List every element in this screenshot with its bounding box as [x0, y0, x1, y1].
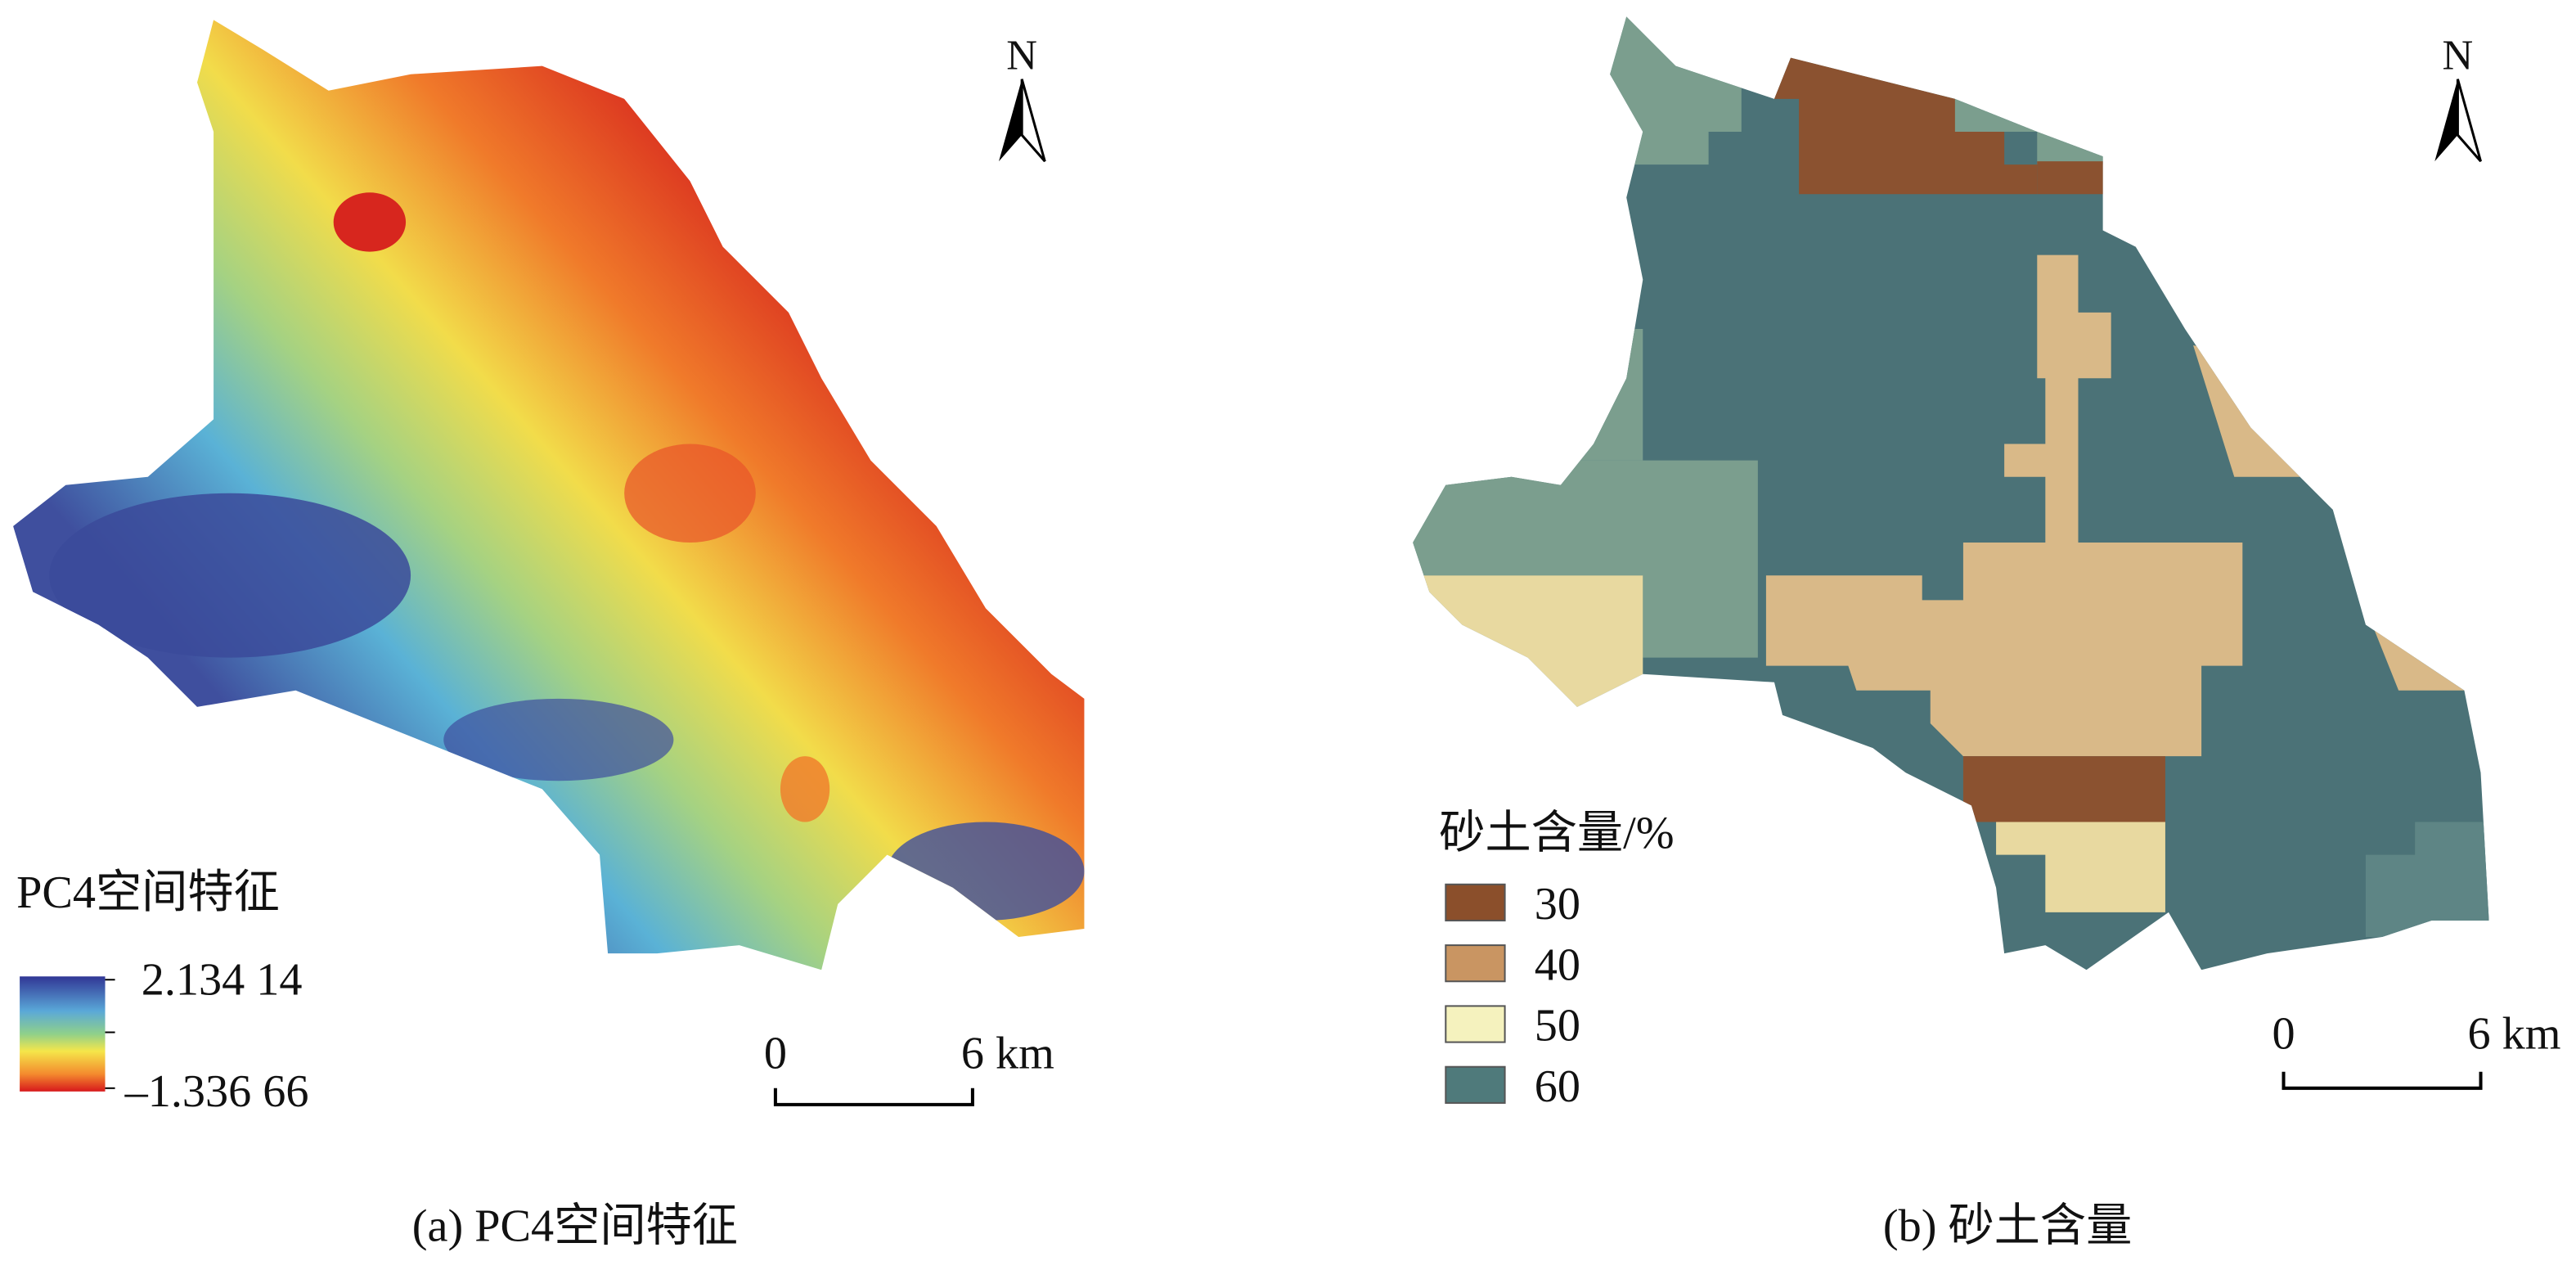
legend-high: 2.134 14 — [142, 954, 303, 1005]
north-label: N — [1006, 32, 1037, 79]
scale-start: 0 — [764, 1029, 787, 1079]
north-label: N — [2443, 32, 2474, 79]
legend-label: 40 — [1535, 939, 1580, 990]
sand-map — [1413, 16, 2489, 971]
legend-swatch — [1445, 944, 1506, 983]
scale-bar — [773, 1088, 974, 1106]
scale-end: 6 km — [961, 1029, 1054, 1079]
legend-label: 50 — [1535, 1001, 1580, 1052]
legend-swatch — [1445, 1005, 1506, 1043]
scale-bar — [2282, 1071, 2483, 1090]
caption: (b) 砂土含量 — [1883, 1201, 2132, 1252]
legend-swatch — [1445, 883, 1506, 921]
legend-low: –1.336 66 — [124, 1066, 309, 1117]
scale-end: 6 km — [2467, 1009, 2560, 1060]
north-arrow — [999, 79, 1046, 163]
legend-swatch — [1445, 1065, 1506, 1104]
legend-title: PC4空间特征 — [16, 867, 280, 918]
north-arrow — [2434, 79, 2482, 163]
legend-title: 砂土含量/% — [1439, 808, 1674, 859]
caption: (a) PC4空间特征 — [412, 1201, 738, 1252]
scale-start: 0 — [2272, 1009, 2295, 1060]
legend-label: 30 — [1535, 879, 1580, 930]
legend-label: 60 — [1535, 1061, 1580, 1112]
pc4-map — [13, 20, 1085, 971]
legend-ramp — [20, 976, 106, 1092]
